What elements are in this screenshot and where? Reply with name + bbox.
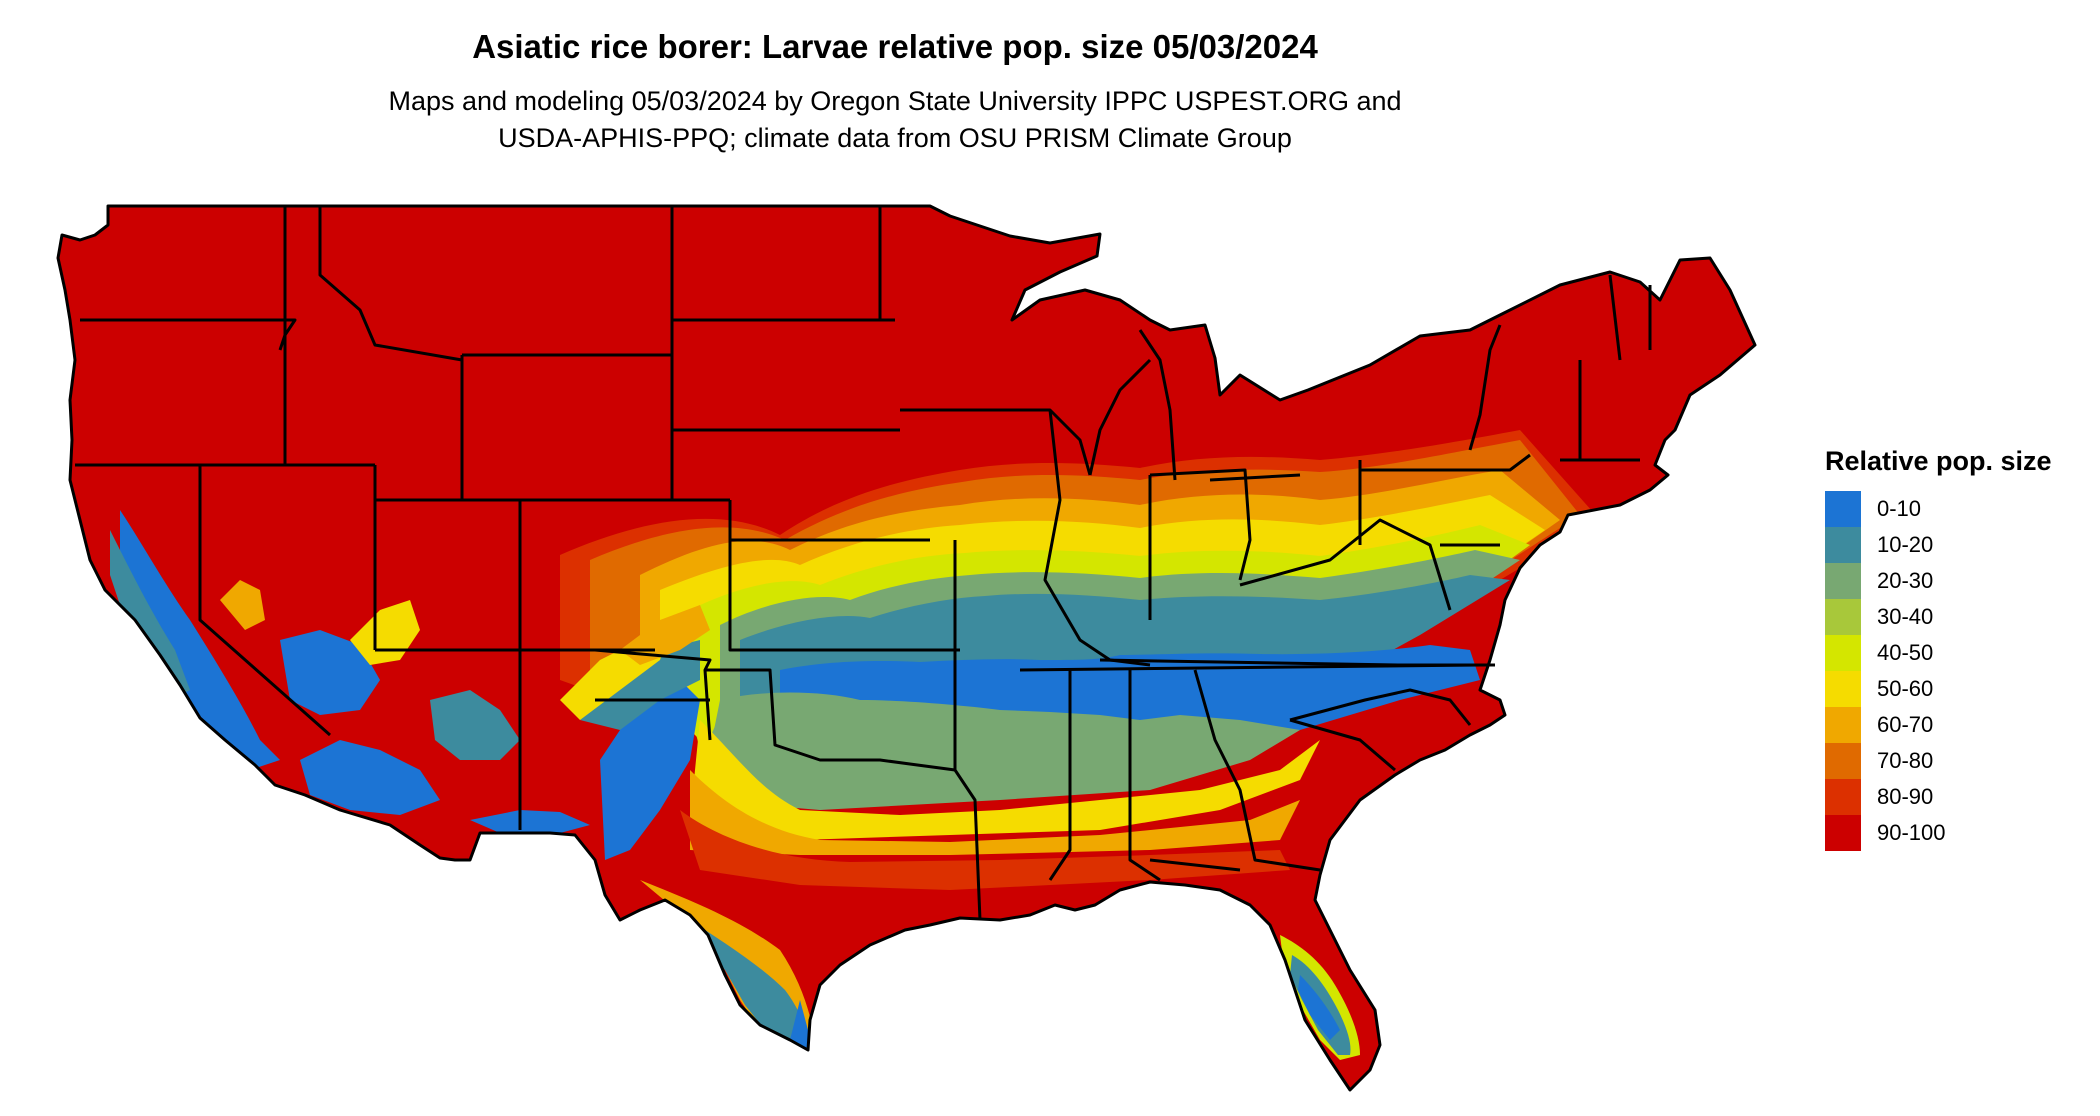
legend-swatch — [1825, 635, 1861, 671]
legend-label: 70-80 — [1877, 748, 1934, 773]
us-population-map — [56, 204, 1757, 1092]
legend-label: 50-60 — [1877, 676, 1934, 701]
legend-swatch — [1825, 491, 1861, 527]
legend-item: 90-100 — [1825, 815, 1946, 851]
legend-label: 0-10 — [1877, 496, 1922, 521]
map-subtitle-line-1: Maps and modeling 05/03/2024 by Oregon S… — [388, 86, 1402, 116]
legend-label: 30-40 — [1877, 604, 1934, 629]
legend-item: 40-50 — [1825, 635, 1933, 671]
legend-swatch — [1825, 815, 1861, 851]
legend-swatch — [1825, 707, 1861, 743]
legend-swatch — [1825, 743, 1861, 779]
legend-label: 10-20 — [1877, 532, 1934, 557]
legend-item: 30-40 — [1825, 599, 1933, 635]
legend-item: 0-10 — [1825, 491, 1921, 527]
legend-label: 20-30 — [1877, 568, 1934, 593]
legend-item: 10-20 — [1825, 527, 1933, 563]
legend-swatch — [1825, 599, 1861, 635]
map-subtitle-line-2: USDA-APHIS-PPQ; climate data from OSU PR… — [498, 123, 1292, 153]
legend-item: 20-30 — [1825, 563, 1933, 599]
legend-swatch — [1825, 527, 1861, 563]
legend-title: Relative pop. size — [1825, 446, 2052, 476]
legend-swatch — [1825, 563, 1861, 599]
legend-swatch — [1825, 779, 1861, 815]
legend-label: 80-90 — [1877, 784, 1934, 809]
legend-swatch — [1825, 671, 1861, 707]
legend-label: 90-100 — [1877, 820, 1946, 845]
legend-label: 40-50 — [1877, 640, 1934, 665]
map-title: Asiatic rice borer: Larvae relative pop.… — [472, 28, 1318, 65]
legend-item: 60-70 — [1825, 707, 1933, 743]
legend-item: 80-90 — [1825, 779, 1933, 815]
legend: Relative pop. size 0-10 10-20 20-30 30-4… — [1825, 446, 2052, 851]
legend-item: 70-80 — [1825, 743, 1933, 779]
state-borders — [56, 204, 1757, 1092]
legend-label: 60-70 — [1877, 712, 1934, 737]
legend-item: 50-60 — [1825, 671, 1933, 707]
